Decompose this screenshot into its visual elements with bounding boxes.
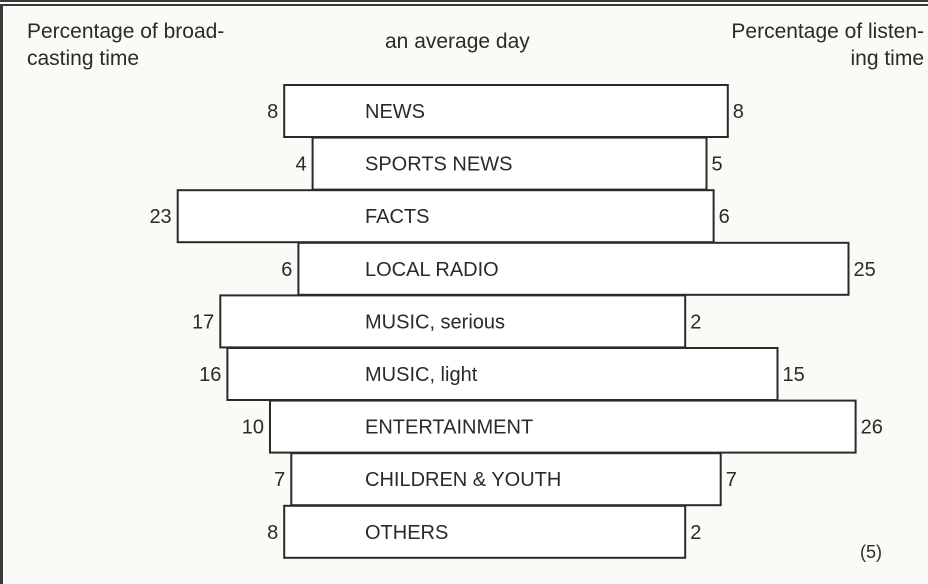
category-label-news: NEWS — [365, 101, 425, 123]
top-rule — [0, 0, 928, 6]
bar-entertainment — [269, 399, 857, 454]
broadcast-value-music-light: 16 — [199, 364, 221, 386]
listening-value-entertainment: 26 — [861, 417, 883, 439]
figure-number: (5) — [860, 542, 882, 562]
bar-music-serious — [219, 294, 687, 349]
bar-music-light — [226, 347, 779, 401]
left-axis-label: Percentage of broad- casting time — [27, 20, 225, 70]
category-label-children-youth: CHILDREN & YOUTH — [365, 469, 561, 491]
category-label-sports-news: SPORTS NEWS — [365, 154, 512, 176]
bar-sports-news — [311, 136, 708, 191]
listening-value-facts: 6 — [719, 206, 730, 228]
listening-value-local-radio: 25 — [854, 259, 876, 281]
category-label-local-radio: LOCAL RADIO — [365, 259, 499, 281]
bar-news — [283, 84, 729, 138]
bar-children-youth — [290, 452, 722, 507]
bar-facts — [176, 189, 715, 244]
category-label-others: OTHERS — [365, 522, 448, 544]
category-label-entertainment: ENTERTAINMENT — [365, 417, 533, 439]
chart-subtitle: an average day — [385, 30, 530, 53]
listening-value-sports-news: 5 — [712, 154, 723, 176]
category-label-facts: FACTS — [365, 206, 429, 228]
listening-value-music-serious: 2 — [690, 311, 701, 333]
listening-value-children-youth: 7 — [726, 469, 737, 491]
listening-value-music-light: 15 — [783, 364, 805, 386]
broadcast-value-sports-news: 4 — [295, 154, 306, 176]
broadcast-value-children-youth: 7 — [274, 469, 285, 491]
listening-value-news: 8 — [733, 101, 744, 123]
category-label-music-serious: MUSIC, serious — [365, 311, 505, 333]
broadcast-value-others: 8 — [267, 522, 278, 544]
listening-value-others: 2 — [690, 522, 701, 544]
broadcast-value-music-serious: 17 — [192, 311, 214, 333]
broadcast-value-facts: 23 — [149, 206, 171, 228]
broadcast-value-entertainment: 10 — [242, 417, 264, 439]
bar-others — [283, 504, 687, 559]
broadcast-value-news: 8 — [267, 101, 278, 123]
broadcast-value-local-radio: 6 — [281, 259, 292, 281]
bar-local-radio — [297, 241, 850, 296]
category-label-music-light: MUSIC, light — [365, 364, 478, 386]
right-axis-label: Percentage of listen- ing time — [731, 20, 924, 70]
frame-left-border — [0, 6, 3, 584]
